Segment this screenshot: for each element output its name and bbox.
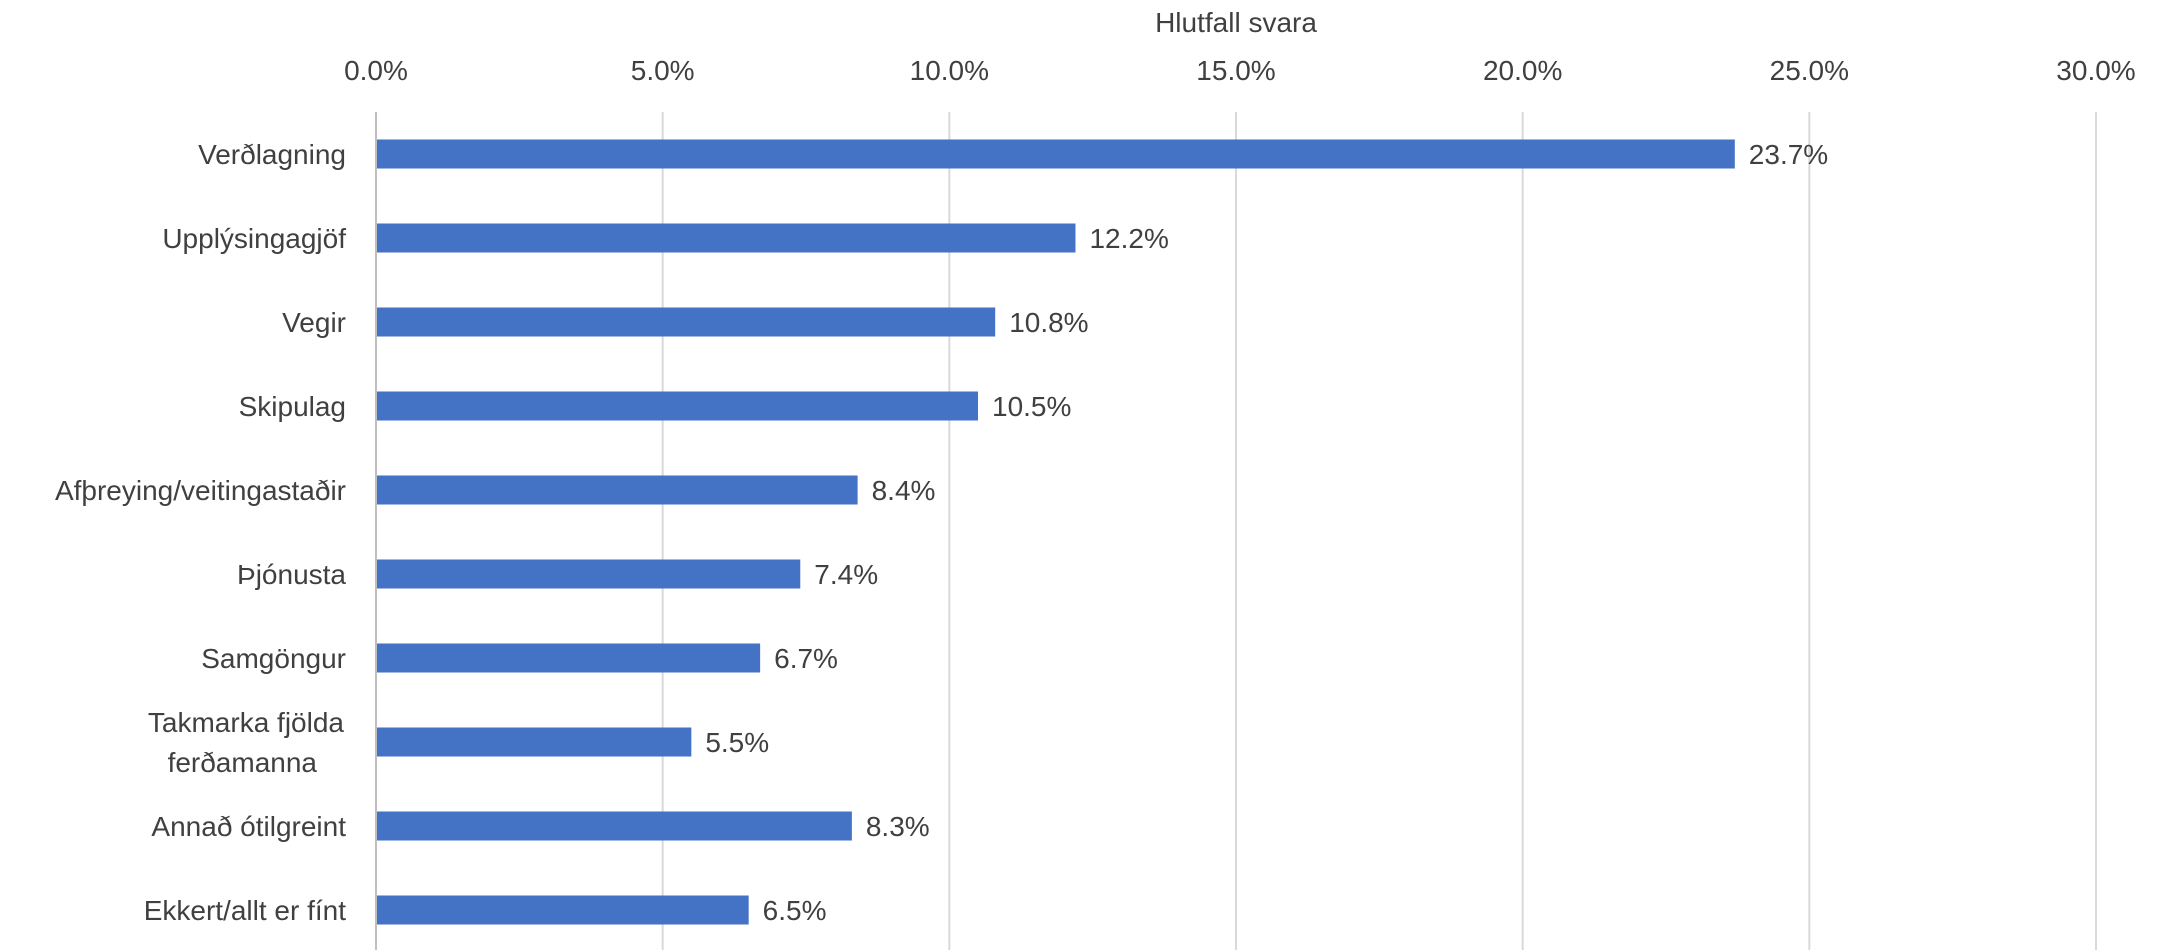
bar <box>377 643 761 673</box>
category-label-line: Upplýsingagjöf <box>162 223 346 254</box>
data-label: 7.4% <box>814 559 878 590</box>
category-label: Annað ótilgreint <box>151 811 346 842</box>
category-label-line: Ekkert/allt er fínt <box>144 895 347 926</box>
data-label: 8.4% <box>872 475 936 506</box>
category-label: Skipulag <box>239 391 346 422</box>
x-axis-title: Hlutfall svara <box>1155 7 1317 38</box>
category-label: Afþreying/veitingastaðir <box>55 475 346 506</box>
data-label: 8.3% <box>866 811 930 842</box>
x-tick-label: 0.0% <box>344 55 408 86</box>
x-tick-labels: 0.0% 5.0% 10.0% 15.0% 20.0% 25.0% 30.0% <box>344 55 2136 86</box>
bar <box>377 139 1735 169</box>
x-tick-label: 15.0% <box>1196 55 1275 86</box>
bar <box>377 895 749 925</box>
data-label: 23.7% <box>1749 139 1828 170</box>
bar <box>377 727 692 757</box>
bar <box>377 391 978 421</box>
data-label: 12.2% <box>1089 223 1168 254</box>
data-labels: 23.7% 12.2% 10.8% 10.5% 8.4% 7.4% 6.7% 5.5% 8.3%… <box>705 139 1828 926</box>
bars <box>377 139 1735 925</box>
category-label-line: Skipulag <box>239 391 346 422</box>
category-label: Samgöngur <box>201 643 346 674</box>
bar <box>377 811 852 841</box>
x-tick-label: 30.0% <box>2056 55 2135 86</box>
category-label: Takmarka fjölda ferðamanna <box>148 707 345 778</box>
category-label: Ekkert/allt er fínt <box>144 895 347 926</box>
data-label: 6.5% <box>763 895 827 926</box>
x-tick-label: 20.0% <box>1483 55 1562 86</box>
category-label: Upplýsingagjöf <box>162 223 346 254</box>
bar <box>377 223 1076 253</box>
category-label-line: Takmarka fjölda <box>148 707 345 738</box>
category-label-line: Samgöngur <box>201 643 346 674</box>
x-tick-label: 5.0% <box>631 55 695 86</box>
category-label: Vegir <box>282 307 346 338</box>
data-label: 5.5% <box>705 727 769 758</box>
category-labels: Verðlagning Upplýsingagjöf Vegir Skipulag Af… <box>55 139 346 926</box>
data-label: 10.5% <box>992 391 1071 422</box>
category-label-line: Annað ótilgreint <box>151 811 346 842</box>
category-label-line: Þjónusta <box>237 559 346 590</box>
category-label-line: Verðlagning <box>198 139 346 170</box>
bar <box>377 559 801 589</box>
x-tick-label: 10.0% <box>910 55 989 86</box>
category-label-line: ferðamanna <box>168 747 318 778</box>
bar <box>377 307 996 337</box>
data-label: 10.8% <box>1009 307 1088 338</box>
category-label-line: Afþreying/veitingastaðir <box>55 475 346 506</box>
category-label: Þjónusta <box>237 559 346 590</box>
category-label-line: Vegir <box>282 307 346 338</box>
bar <box>377 475 858 505</box>
data-label: 6.7% <box>774 643 838 674</box>
x-tick-label: 25.0% <box>1770 55 1849 86</box>
category-label: Verðlagning <box>198 139 346 170</box>
